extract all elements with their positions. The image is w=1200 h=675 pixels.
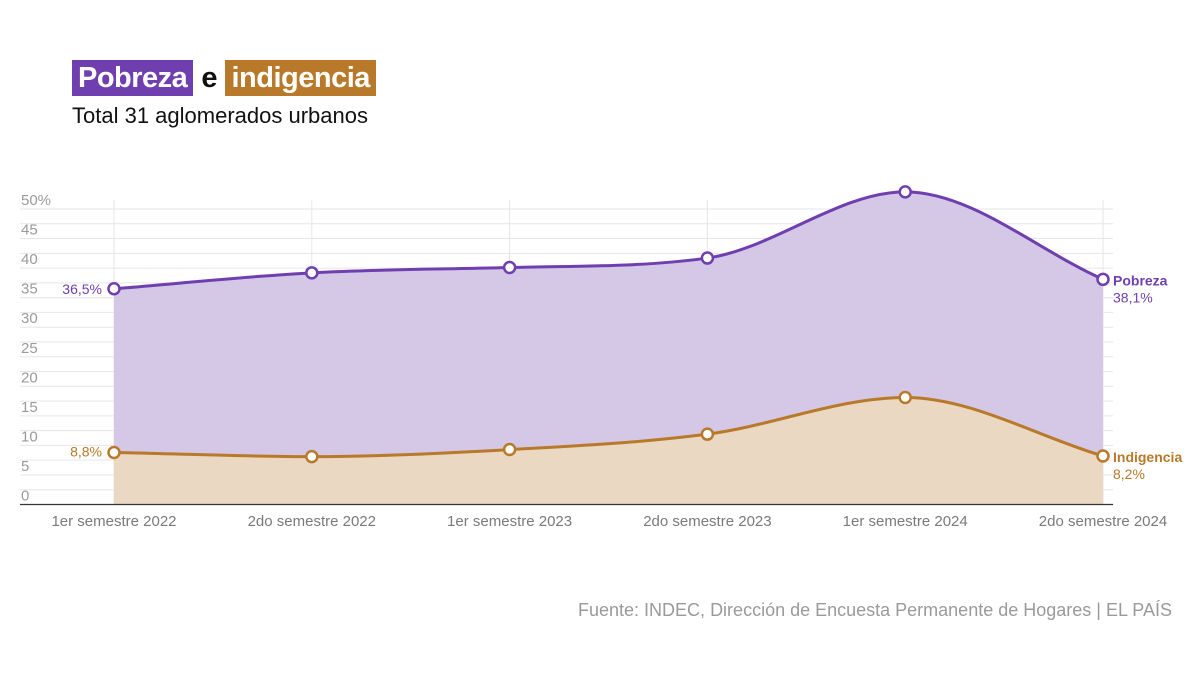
x-tick-label: 1er semestre 2023	[447, 513, 572, 530]
indigencia-point	[305, 449, 319, 464]
pobreza-start-label: 36,5%	[62, 281, 102, 297]
y-tick-label: 20	[21, 369, 38, 386]
pobreza-point	[502, 260, 517, 275]
x-tick-label: 2do semestre 2022	[248, 513, 376, 530]
pobreza-end-value: 38,1%	[1113, 289, 1153, 305]
pobreza-point	[898, 185, 912, 199]
indigencia-point	[898, 390, 912, 405]
indigencia-point	[502, 442, 517, 457]
y-tick-label: 45	[21, 222, 38, 239]
title-conjunction: e	[201, 61, 218, 94]
indigencia-end-value: 8,2%	[1113, 466, 1145, 482]
y-tick-label: 35	[21, 281, 38, 298]
chart-subtitle: Total 31 aglomerados urbanos	[72, 103, 368, 128]
indigencia-area	[114, 397, 1103, 505]
indigencia-point	[700, 427, 715, 441]
indigencia-end-name: Indigencia	[1113, 449, 1182, 465]
x-tick-label: 2do semestre 2024	[1039, 513, 1167, 530]
x-tick-label: 1er semestre 2022	[51, 513, 176, 530]
title-indigencia-chip: indigencia	[225, 60, 376, 96]
pobreza-end-name: Pobreza	[1113, 272, 1168, 288]
pobreza-point	[107, 282, 121, 296]
y-tick-label: 40	[21, 251, 38, 268]
pobreza-line	[113, 190, 1104, 291]
y-tick-label: 5	[21, 458, 29, 475]
y-tick-label: 10	[21, 428, 38, 445]
y-tick-label: 0	[21, 488, 29, 505]
chart-title: Pobreza e indigencia	[72, 60, 376, 96]
indigencia-start-label: 8,8%	[70, 443, 102, 459]
y-tick-label: 50%	[21, 192, 51, 209]
indigencia-line	[113, 396, 1104, 459]
pobreza-point	[1096, 272, 1110, 287]
x-tick-label: 2do semestre 2023	[643, 513, 771, 530]
title-pobreza-chip: Pobreza	[72, 60, 194, 96]
y-tick-label: 15	[21, 399, 38, 416]
x-tick-label: 1er semestre 2024	[843, 513, 968, 530]
indigencia-point	[1096, 449, 1110, 463]
pobreza-point	[700, 251, 715, 265]
pobreza-point	[305, 266, 319, 280]
indigencia-point	[107, 445, 121, 460]
y-tick-label: 30	[21, 310, 38, 327]
y-tick-label: 25	[21, 340, 38, 357]
source-note: Fuente: INDEC, Dirección de Encuesta Per…	[578, 600, 1172, 620]
